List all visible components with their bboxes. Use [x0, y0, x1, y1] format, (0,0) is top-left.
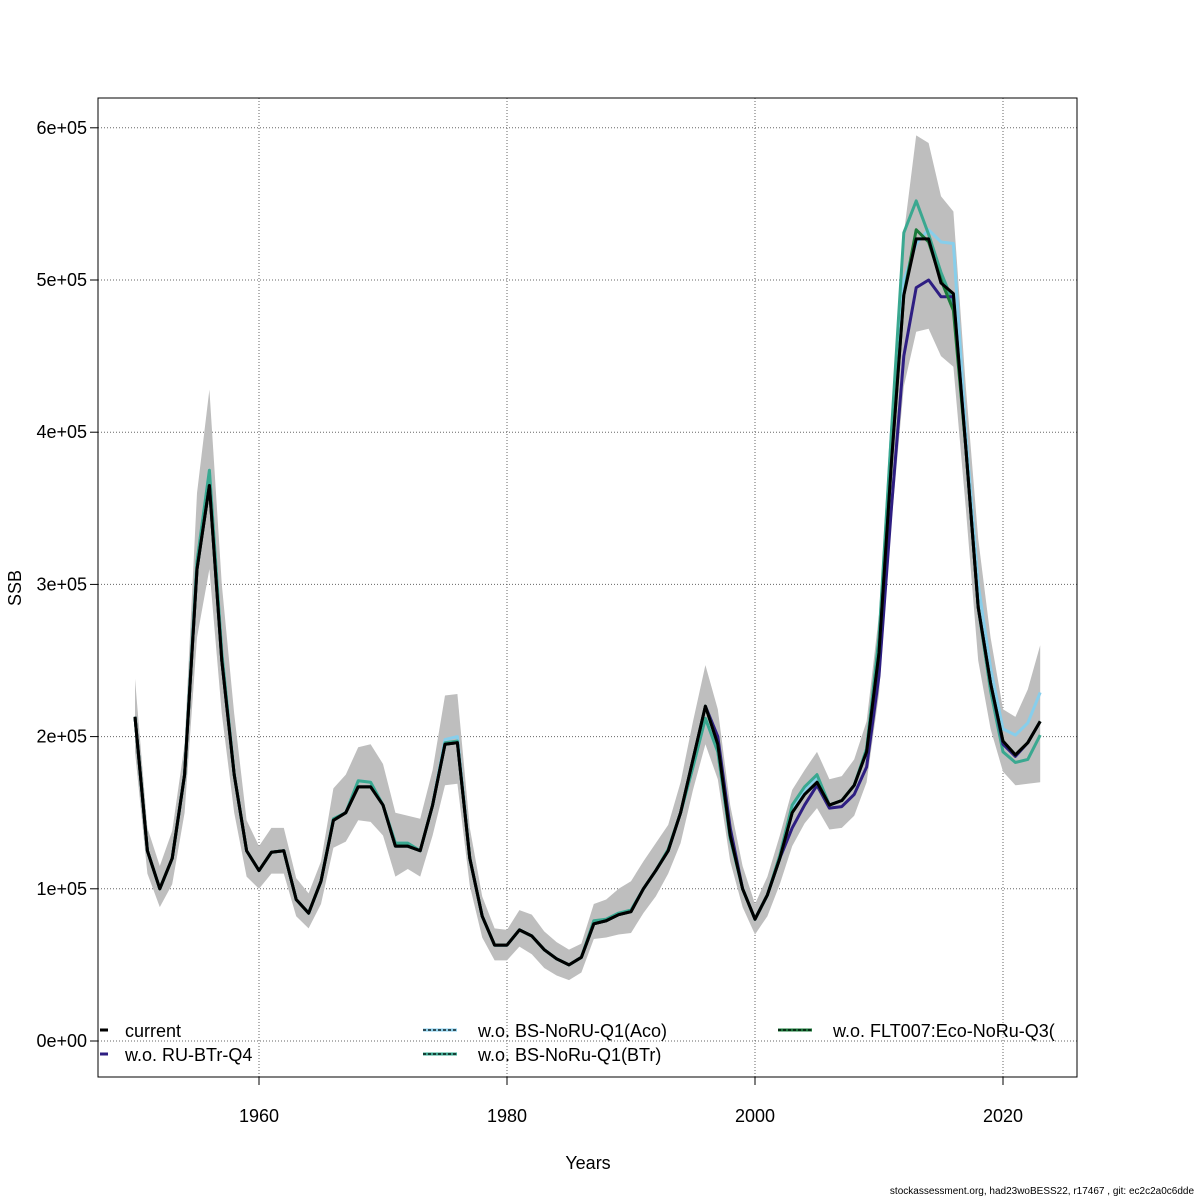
legend-label: w.o. BS-NoRU-Q1(Aco)	[477, 1021, 667, 1041]
x-tick-label: 2000	[735, 1106, 775, 1126]
x-tick-label: 1980	[487, 1106, 527, 1126]
y-axis: 0e+00 1e+05 2e+05 3e+05 4e+05 5e+05 6e+05	[36, 118, 98, 1051]
legend-label: current	[125, 1021, 181, 1041]
plot-frame	[97, 97, 1078, 1078]
y-tick-label: 3e+05	[36, 574, 87, 594]
y-tick-label: 5e+05	[36, 270, 87, 290]
footer-credit: stockassessment.org, had23woBESS22, r174…	[889, 1186, 1194, 1197]
y-tick-label: 6e+05	[36, 118, 87, 138]
y-tick-label: 1e+05	[36, 879, 87, 899]
confidence-band	[135, 135, 1041, 981]
x-tick-label: 2020	[983, 1106, 1023, 1126]
series-line	[133, 237, 1042, 967]
grid	[98, 98, 1077, 1077]
legend-label: w.o. BS-NoRu-Q1(BTr)	[477, 1045, 661, 1065]
y-axis-label: SSB	[5, 570, 25, 606]
legend: current w.o. RU-BTr-Q4 w.o. BS-NoRU-Q1(Aco…	[100, 1021, 1055, 1065]
y-tick-label: 4e+05	[36, 422, 87, 442]
x-axis: 1960 1980 2000 2020	[239, 1077, 1023, 1126]
y-tick-label: 0e+00	[36, 1031, 87, 1051]
legend-label: w.o. RU-BTr-Q4	[124, 1045, 252, 1065]
series-lines	[133, 199, 1042, 967]
x-tick-label: 1960	[239, 1106, 279, 1126]
x-axis-label: Years	[565, 1153, 610, 1173]
y-tick-label: 2e+05	[36, 727, 87, 747]
legend-label: w.o. FLT007:Eco-NoRu-Q3(	[832, 1021, 1055, 1041]
